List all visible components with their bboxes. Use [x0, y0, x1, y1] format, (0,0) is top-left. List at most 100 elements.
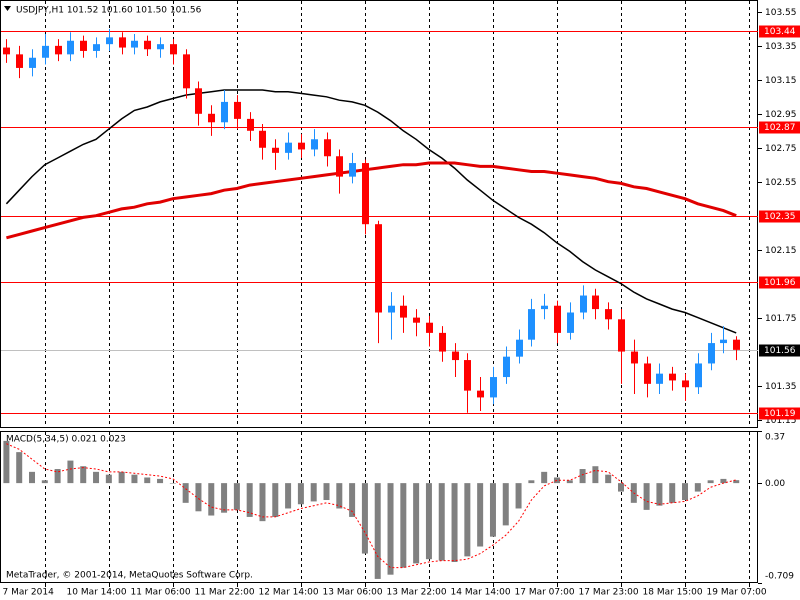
- candle-body: [93, 44, 100, 51]
- macd-bar: [93, 471, 100, 484]
- candle-body: [503, 356, 510, 378]
- macd-bar: [579, 469, 586, 484]
- macd-bar: [553, 477, 560, 484]
- menu-arrow[interactable]: [4, 6, 11, 11]
- candle-body: [234, 101, 241, 119]
- macd-bar: [16, 452, 23, 484]
- candle-body: [29, 57, 36, 68]
- candle-body: [580, 295, 587, 313]
- macd-bar: [477, 483, 484, 547]
- y-tick-label: 102.75: [765, 144, 797, 154]
- candle-body: [567, 312, 574, 333]
- x-tick-label: 11 Mar 06:00: [131, 588, 191, 598]
- candle-body: [528, 309, 535, 340]
- x-tick-label: 14 Mar 14:00: [451, 588, 511, 598]
- candle-body: [541, 305, 548, 310]
- candle-body: [631, 351, 638, 364]
- candle-body: [119, 37, 126, 48]
- y-tick-label: 0.37: [765, 433, 785, 443]
- level-label: 101.19: [764, 409, 796, 419]
- macd-bar: [3, 440, 10, 484]
- level-label-box: [759, 25, 800, 38]
- candle-body: [682, 380, 689, 388]
- macd-bar: [438, 483, 445, 561]
- macd-bar: [361, 483, 368, 554]
- level-label-box: [759, 276, 800, 289]
- y-tick-label: 101.35: [765, 382, 797, 392]
- macd-bar: [349, 483, 356, 517]
- macd-bar: [131, 474, 138, 484]
- macd-bar: [157, 478, 164, 484]
- y-tick-label: 101.75: [765, 314, 797, 324]
- level-label: 103.44: [764, 27, 796, 37]
- macd-bar: [29, 471, 36, 484]
- candle-body: [592, 295, 599, 310]
- macd-bar: [694, 483, 701, 492]
- candle-body: [516, 339, 523, 357]
- candle-body: [490, 377, 497, 398]
- macd-bar: [336, 483, 343, 509]
- level-label-box: [759, 121, 800, 134]
- macd-bar: [67, 460, 74, 484]
- candle-body: [669, 373, 676, 381]
- macd-bar: [272, 483, 279, 517]
- macd-bar: [387, 483, 394, 575]
- macd-bar: [566, 480, 573, 484]
- candle-body: [221, 101, 228, 123]
- x-tick-label: 17 Mar 23:00: [579, 588, 639, 598]
- macd-bar: [105, 474, 112, 484]
- candle-body: [464, 360, 471, 391]
- macd-bar: [285, 483, 292, 509]
- y-tick-label: -0.709: [765, 572, 794, 582]
- x-tick-label: 10 Mar 14:00: [67, 588, 127, 598]
- y-tick-label: 101.15: [765, 416, 797, 426]
- candle-body: [259, 130, 266, 148]
- macd-bar: [528, 480, 535, 484]
- macd-bar: [502, 483, 509, 526]
- candle-body: [362, 163, 369, 225]
- x-tick-label: 11 Mar 22:00: [195, 588, 255, 598]
- macd-bar: [656, 483, 663, 506]
- macd-bar: [515, 483, 522, 509]
- candle-body: [247, 118, 254, 131]
- macd-bar: [323, 483, 330, 501]
- level-label-box: [759, 210, 800, 223]
- current-price-box: [759, 344, 800, 357]
- candle-body: [298, 142, 305, 150]
- macd-bar: [246, 483, 253, 517]
- macd-bar: [259, 483, 266, 522]
- y-tick-label: 102.95: [765, 110, 797, 120]
- x-tick-label: 17 Mar 07:00: [515, 588, 575, 598]
- candle-body: [170, 44, 177, 55]
- candle-body: [375, 224, 382, 313]
- macd-bar: [297, 483, 304, 505]
- y-tick-label: 102.55: [765, 178, 797, 188]
- macd-bar: [605, 474, 612, 484]
- x-tick-label: 7 Mar 2014: [3, 588, 55, 598]
- candle-body: [452, 351, 459, 361]
- macd-bar: [451, 483, 458, 563]
- macd-bar: [643, 483, 650, 510]
- candle-body: [106, 37, 113, 45]
- y-tick-label: 0.00: [765, 479, 785, 489]
- copyright: MetaTrader, © 2001-2014, MetaQuotes Soft…: [6, 571, 253, 581]
- macd-bar: [413, 483, 420, 564]
- symbol-quote: USDJPY,H1 101.52 101.60 101.50 101.56: [16, 6, 202, 16]
- candle-body: [195, 88, 202, 114]
- candle-body: [67, 40, 74, 55]
- macd-bar: [221, 483, 228, 513]
- candle-body: [157, 44, 164, 50]
- macd-bar: [195, 483, 202, 512]
- x-tick-label: 18 Mar 15:00: [643, 588, 703, 598]
- candle-body: [42, 45, 49, 58]
- candle-body: [3, 47, 10, 55]
- x-tick-label: 12 Mar 14:00: [259, 588, 319, 598]
- macd-bar: [541, 471, 548, 484]
- macd-bar: [118, 471, 125, 484]
- candle-body: [144, 40, 151, 50]
- candle-body: [644, 363, 651, 384]
- macd-panel: [0, 431, 758, 583]
- y-tick-label: 103.15: [765, 76, 797, 86]
- macd-bar: [208, 483, 215, 516]
